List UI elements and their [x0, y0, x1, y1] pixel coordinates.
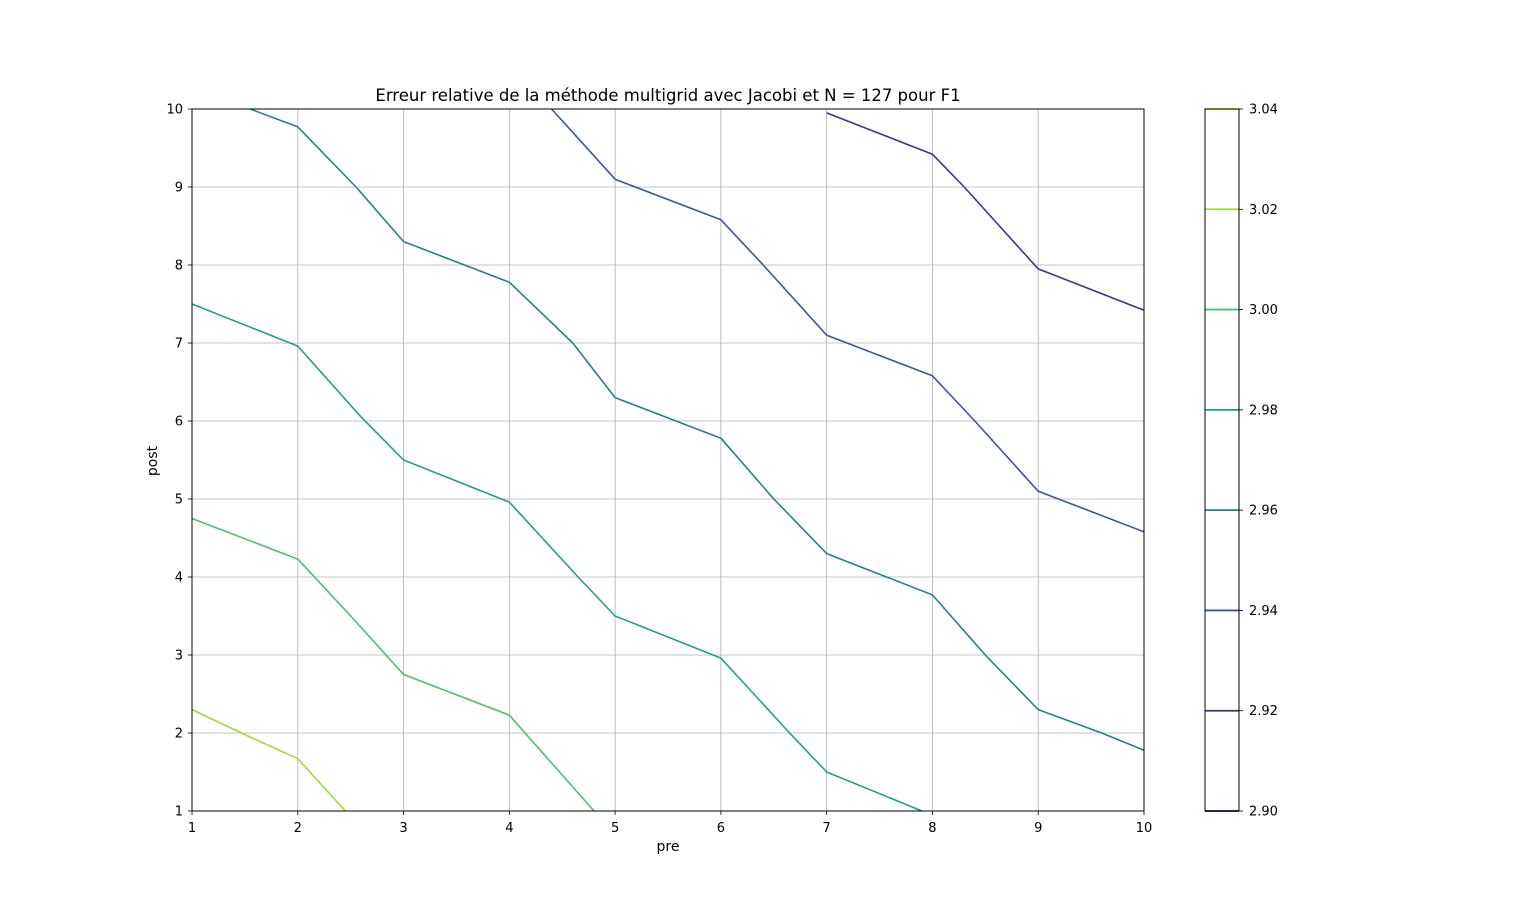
y-tick-label: 9 [175, 181, 183, 196]
contour-line-2-98 [191, 303, 923, 812]
colorbar-tick-label: 2.98 [1249, 403, 1278, 418]
colorbar: 2.90 2.92 2.94 2.96 2.98 3.00 3.02 3.04 [1204, 103, 1278, 820]
contour-line-3 [191, 517, 595, 812]
y-axis-ticks: 1 2 3 4 5 6 7 8 9 10 [166, 103, 192, 820]
colorbar-tick-label: 2.92 [1249, 704, 1278, 719]
colorbar-tick-label: 2.94 [1249, 604, 1278, 619]
x-tick-label: 5 [611, 821, 619, 836]
y-tick-label: 7 [175, 337, 183, 352]
x-tick-label: 7 [823, 821, 831, 836]
colorbar-frame [1204, 108, 1240, 812]
colorbar-tick-label: 2.96 [1249, 504, 1278, 519]
contour-lines [191, 108, 1145, 812]
y-tick-label: 10 [166, 103, 183, 118]
x-tick-label: 3 [399, 821, 407, 836]
contour-line-2-92 [826, 112, 1145, 311]
contour-line-2-94 [551, 108, 1145, 533]
chart-title: Erreur relative de la méthode multigrid … [375, 86, 960, 105]
plot-frame [191, 108, 1145, 812]
x-tick-label: 2 [294, 821, 302, 836]
colorbar-tick-label: 3.02 [1249, 203, 1278, 218]
x-tick-label: 8 [928, 821, 936, 836]
y-tick-label: 4 [175, 571, 183, 586]
y-tick-label: 6 [175, 415, 183, 430]
x-tick-label: 1 [188, 821, 196, 836]
x-axis-label: pre [657, 839, 680, 855]
x-tick-label: 9 [1034, 821, 1042, 836]
x-tick-label: 6 [717, 821, 725, 836]
contour-line-3-02 [191, 708, 346, 812]
contour-line-2-96 [249, 108, 1145, 751]
x-tick-label: 4 [505, 821, 513, 836]
x-axis-ticks: 1 2 3 4 5 6 7 8 9 10 [188, 811, 1152, 836]
colorbar-tick-label: 2.90 [1249, 805, 1278, 820]
y-axis-label: post [145, 445, 161, 476]
x-tick-label: 10 [1136, 821, 1153, 836]
colorbar-tick-label: 3.00 [1249, 303, 1278, 318]
y-tick-label: 3 [175, 649, 183, 664]
y-tick-label: 1 [175, 805, 183, 820]
grid-lines [191, 108, 1145, 812]
colorbar-tick-label: 3.04 [1249, 103, 1278, 118]
y-tick-label: 5 [175, 493, 183, 508]
y-tick-label: 8 [175, 259, 183, 274]
y-tick-label: 2 [175, 727, 183, 742]
